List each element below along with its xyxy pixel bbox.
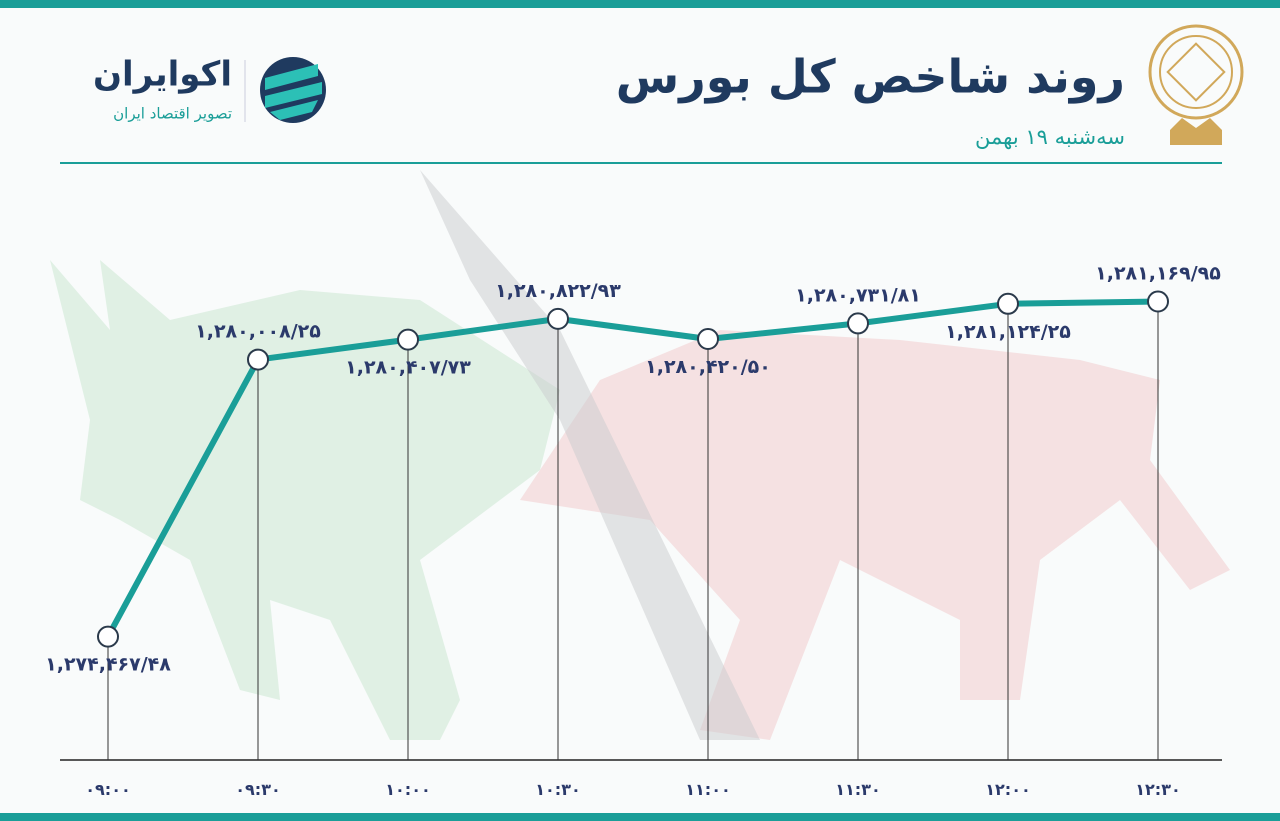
- bear-watermark: [520, 330, 1230, 740]
- bull-watermark: [50, 260, 560, 740]
- data-point: [847, 312, 869, 335]
- x-tick-label: ۱۰:۰۰: [385, 780, 430, 799]
- chart-subtitle: سه‌شنبه ۱۹ بهمن: [975, 125, 1125, 149]
- brand-name: اکوایران: [93, 55, 232, 95]
- value-label: ۱,۲۸۰,۷۳۱/۸۱: [795, 284, 921, 306]
- emblem: [1148, 24, 1244, 145]
- data-point: [1147, 290, 1169, 313]
- series-line: [105, 298, 1159, 639]
- x-tick-label: ۱۱:۳۰: [835, 780, 880, 799]
- data-point: [247, 348, 269, 371]
- data-point: [547, 307, 569, 330]
- x-tick-label: ۱۰:۳۰: [535, 780, 580, 799]
- logo-icon: [260, 57, 326, 123]
- value-label: ۱,۲۸۱,۱۲۴/۲۵: [945, 321, 1071, 343]
- data-point: [997, 292, 1019, 315]
- x-tick-label: ۰۹:۰۰: [85, 780, 130, 799]
- top-bar: [0, 0, 1280, 8]
- brand-tagline: تصویر اقتصاد ایران: [113, 105, 232, 123]
- value-label: ۱,۲۸۰,۴۲۰/۵۰: [645, 356, 771, 378]
- value-label: ۱,۲۷۴,۴۶۷/۴۸: [45, 654, 171, 676]
- value-label: ۱,۲۸۰,۸۲۲/۹۳: [495, 280, 621, 302]
- x-tick-label: ۱۲:۰۰: [985, 780, 1030, 799]
- value-label: ۱,۲۸۰,۰۰۸/۲۵: [195, 321, 321, 343]
- chart-title: روند شاخص کل بورس: [616, 50, 1125, 104]
- value-label: ۱,۲۸۱,۱۶۹/۹۵: [1095, 263, 1221, 285]
- data-point: [397, 328, 419, 351]
- x-tick-label: ۰۹:۳۰: [235, 780, 280, 799]
- value-label: ۱,۲۸۰,۴۰۷/۷۳: [345, 357, 471, 379]
- arrow-watermark: [420, 170, 760, 740]
- data-point: [697, 327, 719, 350]
- x-tick-label: ۱۱:۰۰: [685, 780, 730, 799]
- data-point: [97, 625, 119, 648]
- x-tick-label: ۱۲:۳۰: [1135, 780, 1180, 799]
- bottom-bar: [0, 813, 1280, 821]
